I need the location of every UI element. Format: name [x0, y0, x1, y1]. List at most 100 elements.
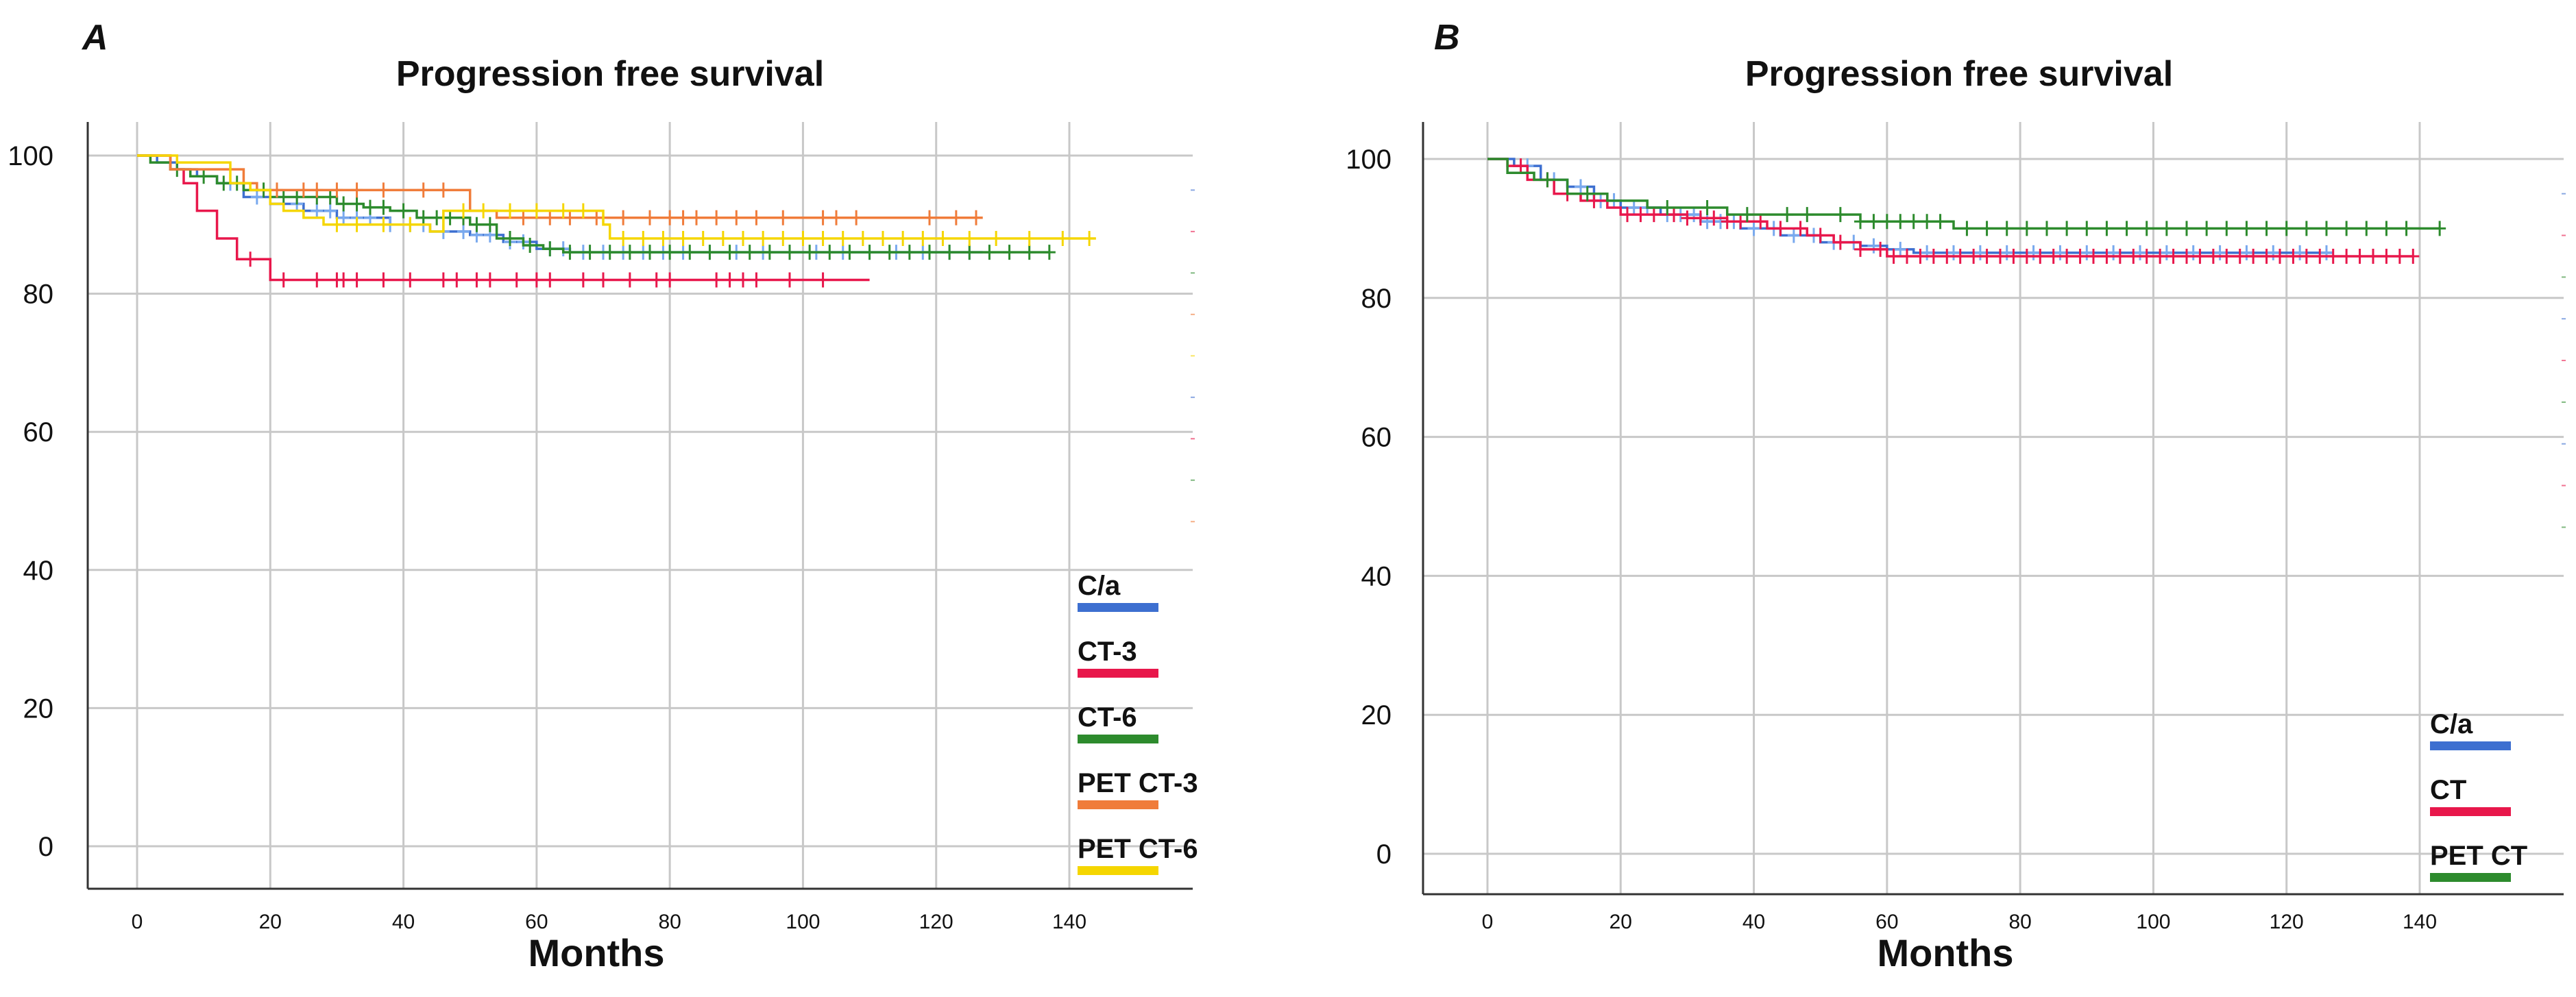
censor-mark [417, 182, 430, 198]
censor-mark [337, 272, 350, 288]
censor-mark [1887, 248, 1900, 264]
censor-mark [1787, 227, 1800, 243]
censor-mark [377, 182, 390, 198]
censor-mark [877, 230, 889, 246]
censor-mark [2020, 221, 2033, 236]
censor-mark [677, 230, 690, 246]
censor-mark [2061, 248, 2074, 264]
censor-mark [2240, 245, 2253, 260]
censor-mark [2194, 248, 2207, 264]
censor-mark [2300, 248, 2313, 264]
censor-mark [504, 230, 516, 246]
censor-mark [1668, 207, 1680, 223]
x-tick-label: 120 [919, 911, 953, 933]
censor-mark [750, 210, 763, 225]
censor-mark [1801, 207, 1814, 223]
legend-swatch [1078, 866, 1158, 875]
panel-b: B Progression free survival 100 80 60 40 20 0 0 2… [1346, 18, 2566, 974]
x-tick-label: 140 [1052, 911, 1086, 933]
censor-mark [2120, 221, 2133, 236]
censor-mark [2367, 248, 2379, 264]
censor-mark [1581, 186, 1594, 201]
censor-mark [603, 245, 616, 260]
censor-mark [923, 245, 936, 260]
censor-mark [2180, 221, 2193, 236]
censor-mark [1774, 221, 1787, 236]
legend-swatch [1078, 735, 1158, 743]
y-tick-label: 0 [38, 832, 53, 862]
censor-mark [271, 182, 283, 198]
censor-mark [1781, 207, 1794, 223]
censor-mark [936, 230, 949, 246]
censor-mark [324, 189, 337, 205]
legend-swatch [2430, 873, 2511, 882]
censor-mark [1694, 210, 1707, 226]
censor-mark [2187, 245, 2200, 260]
panel-letter: A [81, 18, 108, 58]
censor-mark [816, 272, 829, 288]
censor-mark [1907, 214, 1920, 230]
censor-mark [816, 230, 829, 246]
censor-mark [1880, 214, 1893, 230]
panel-a: A Progression free survival 100 80 60 40 20 0 0 2… [8, 18, 1198, 974]
censor-mark [217, 175, 230, 191]
legend-label: CT-6 [1078, 702, 1137, 733]
censor-mark [903, 245, 916, 260]
censor-mark [1627, 199, 1640, 215]
censor-mark [2140, 221, 2153, 236]
censor-mark [2167, 248, 2180, 264]
censor-mark [1980, 248, 1993, 264]
censor-mark [350, 196, 363, 212]
censor-mark [1541, 172, 1554, 188]
censor-mark [2140, 248, 2153, 264]
series-line-pet-ct [1487, 158, 2440, 230]
censor-mark [1721, 214, 1734, 230]
y-tick-label: 100 [8, 141, 53, 171]
censor-mark [850, 210, 863, 225]
censor-mark [617, 210, 630, 225]
censor-mark [943, 245, 956, 260]
censor-mark [2127, 248, 2140, 264]
censor-mark [1921, 214, 1934, 230]
censor-mark [1941, 248, 1954, 264]
censor-mark [916, 230, 929, 246]
censor-mark [470, 217, 483, 232]
y-tick-label: 80 [1361, 284, 1392, 314]
x-tick-label: 40 [1742, 911, 1765, 933]
censor-mark [590, 210, 603, 225]
censor-mark [1043, 245, 1056, 260]
censor-mark [2080, 221, 2093, 236]
censor-mark [703, 245, 716, 260]
censor-mark [723, 245, 736, 260]
legend-swatch [1078, 669, 1158, 678]
censor-mark [1794, 221, 1807, 236]
censor-mark [1921, 245, 1934, 260]
censor-mark [364, 199, 376, 215]
censor-mark [897, 230, 910, 246]
censor-mark [1947, 245, 1960, 260]
censor-mark [2313, 248, 2326, 264]
censor-mark [2220, 221, 2233, 236]
censor-mark [963, 245, 976, 260]
censor-mark [277, 272, 290, 288]
censor-mark [644, 245, 656, 260]
censor-mark [830, 210, 842, 225]
censor-mark [1901, 248, 1913, 264]
censor-mark [2380, 248, 2393, 264]
censor-mark [783, 245, 796, 260]
censor-mark [2407, 248, 2420, 264]
censor-mark [710, 272, 723, 288]
censor-mark [1688, 207, 1701, 223]
censor-mark [470, 272, 483, 288]
y-tick-label: 40 [23, 556, 54, 586]
censor-mark [1854, 241, 1867, 257]
censor-mark [2000, 245, 2013, 260]
censor-mark [690, 210, 703, 225]
censor-mark [2400, 221, 2413, 236]
censor-mark [2113, 248, 2126, 264]
censor-mark [777, 210, 790, 225]
censor-mark [1867, 238, 1880, 254]
censor-mark [483, 217, 496, 232]
censor-mark [2100, 248, 2113, 264]
